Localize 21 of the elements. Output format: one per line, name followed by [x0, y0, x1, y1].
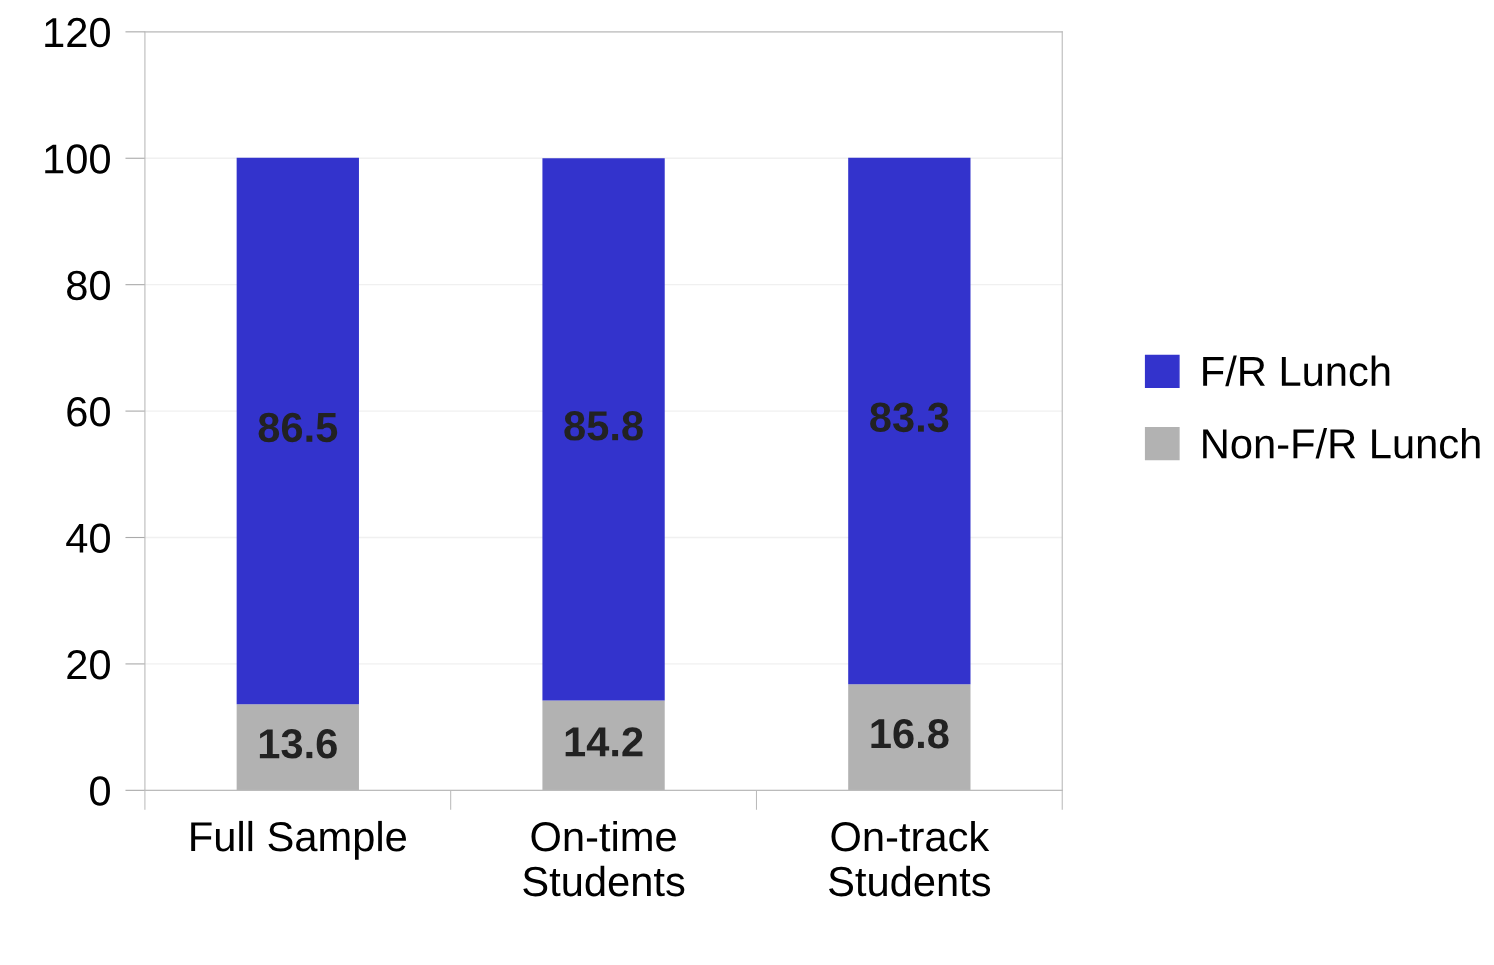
- legend-label: F/R Lunch: [1203, 355, 1390, 387]
- data-label: 85.8: [564, 411, 643, 441]
- y-tick-label: 120: [45, 17, 110, 48]
- data-label: 13.6: [259, 729, 337, 759]
- data-label: 83.3: [870, 402, 949, 433]
- x-tick-label: On-time Students: [523, 820, 685, 897]
- x-tick-label: On-track Students: [829, 820, 991, 897]
- bar: [236, 157, 359, 705]
- x-tick-label: Full Sample: [191, 820, 406, 860]
- y-tick-label: 40: [66, 523, 110, 554]
- bar: [542, 158, 665, 701]
- data-label: 16.8: [871, 718, 949, 749]
- data-label: 86.5: [258, 412, 338, 443]
- legend-label: Non-F/R Lunch: [1203, 427, 1480, 459]
- y-tick-label: 0: [90, 776, 110, 806]
- y-tick-label: 20: [67, 649, 110, 680]
- y-tick-label: 80: [67, 270, 110, 301]
- data-label: 14.2: [565, 727, 643, 757]
- y-tick-label: 60: [67, 397, 110, 427]
- bar: [848, 157, 971, 685]
- y-tick-label: 100: [45, 144, 110, 174]
